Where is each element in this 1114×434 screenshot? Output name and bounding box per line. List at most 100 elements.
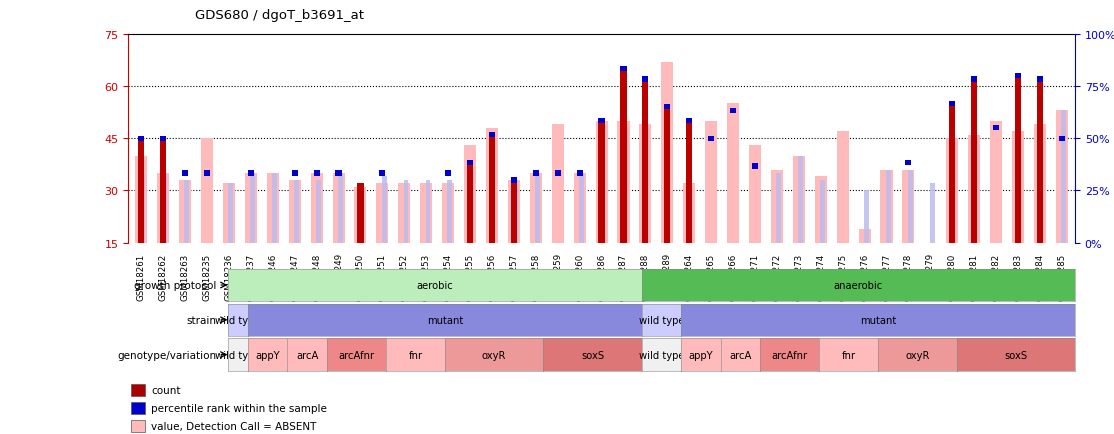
Bar bbox=[749, 146, 761, 243]
Bar bbox=[902, 170, 915, 243]
Bar bbox=[620, 67, 626, 72]
Bar bbox=[752, 164, 758, 169]
Bar bbox=[446, 171, 451, 176]
Bar bbox=[332, 174, 344, 243]
Bar bbox=[908, 170, 912, 243]
Text: wild type: wild type bbox=[215, 315, 261, 325]
Bar bbox=[993, 126, 999, 131]
Bar bbox=[272, 174, 277, 243]
Text: mutant: mutant bbox=[427, 315, 463, 325]
Bar bbox=[338, 174, 343, 243]
Bar bbox=[131, 384, 145, 396]
Bar bbox=[182, 171, 188, 176]
Bar bbox=[382, 177, 387, 243]
Bar bbox=[880, 170, 892, 243]
Bar bbox=[598, 119, 605, 124]
Bar bbox=[596, 122, 607, 243]
Text: arcAfnr: arcAfnr bbox=[772, 350, 808, 360]
Bar bbox=[598, 122, 605, 243]
Text: wild type: wild type bbox=[638, 315, 684, 325]
Text: wild type: wild type bbox=[215, 350, 261, 360]
Bar bbox=[709, 136, 714, 141]
Text: genotype/variation: genotype/variation bbox=[117, 350, 216, 360]
Bar bbox=[771, 170, 783, 243]
Bar bbox=[292, 171, 297, 176]
Bar bbox=[555, 171, 560, 176]
Bar bbox=[489, 133, 495, 138]
Bar bbox=[643, 77, 648, 82]
Bar bbox=[511, 181, 517, 243]
Bar bbox=[864, 191, 869, 243]
Bar bbox=[971, 77, 977, 82]
Bar bbox=[204, 171, 211, 176]
Bar bbox=[859, 229, 871, 243]
Bar bbox=[798, 156, 803, 243]
Bar bbox=[467, 161, 473, 166]
Text: oxyR: oxyR bbox=[482, 350, 507, 360]
Bar bbox=[1056, 111, 1068, 243]
Bar bbox=[1034, 125, 1046, 243]
Text: fnr: fnr bbox=[409, 350, 422, 360]
Bar bbox=[486, 128, 498, 243]
Text: oxyR: oxyR bbox=[906, 350, 930, 360]
Bar bbox=[949, 104, 956, 243]
Bar bbox=[643, 80, 648, 243]
Bar bbox=[814, 177, 827, 243]
Bar bbox=[354, 187, 367, 243]
Bar bbox=[511, 178, 517, 183]
Bar bbox=[535, 174, 540, 243]
Text: appY: appY bbox=[255, 350, 280, 360]
Bar bbox=[467, 163, 473, 243]
Text: value, Detection Call = ABSENT: value, Detection Call = ABSENT bbox=[152, 421, 316, 431]
Bar bbox=[1015, 76, 1022, 243]
Bar bbox=[316, 181, 321, 243]
Bar bbox=[577, 171, 583, 176]
Bar bbox=[971, 80, 977, 243]
Bar bbox=[160, 136, 166, 141]
Text: strain: strain bbox=[186, 315, 216, 325]
Bar bbox=[313, 171, 320, 176]
Bar bbox=[664, 108, 671, 243]
Bar bbox=[251, 174, 255, 243]
Bar bbox=[727, 104, 739, 243]
Bar bbox=[508, 181, 520, 243]
Bar bbox=[930, 184, 935, 243]
Bar bbox=[776, 174, 781, 243]
Bar bbox=[949, 102, 956, 107]
Bar bbox=[617, 122, 629, 243]
Bar bbox=[465, 146, 476, 243]
Bar bbox=[1037, 77, 1043, 82]
Bar bbox=[335, 171, 342, 176]
Text: wild type: wild type bbox=[638, 350, 684, 360]
Bar bbox=[442, 184, 455, 243]
Text: arcA: arcA bbox=[729, 350, 752, 360]
Text: percentile rank within the sample: percentile rank within the sample bbox=[152, 403, 328, 413]
Bar bbox=[138, 136, 145, 141]
Bar bbox=[1062, 111, 1066, 243]
Text: mutant: mutant bbox=[860, 315, 897, 325]
Bar bbox=[377, 184, 389, 243]
Bar bbox=[730, 108, 736, 114]
Text: soxS: soxS bbox=[582, 350, 604, 360]
Bar bbox=[131, 402, 145, 414]
Text: fnr: fnr bbox=[841, 350, 856, 360]
Bar bbox=[968, 135, 980, 243]
Bar bbox=[399, 184, 410, 243]
Bar bbox=[705, 122, 717, 243]
Bar bbox=[579, 174, 584, 243]
Bar bbox=[157, 174, 169, 243]
Bar bbox=[201, 139, 213, 243]
Bar bbox=[683, 184, 695, 243]
Bar bbox=[1058, 136, 1065, 141]
Bar bbox=[837, 132, 849, 243]
Bar bbox=[245, 174, 257, 243]
Bar bbox=[489, 135, 495, 243]
Bar bbox=[448, 181, 452, 243]
Text: count: count bbox=[152, 385, 180, 395]
Bar bbox=[793, 156, 804, 243]
Bar bbox=[358, 184, 363, 243]
Bar bbox=[135, 156, 147, 243]
Bar bbox=[420, 184, 432, 243]
Bar bbox=[906, 161, 911, 166]
Bar bbox=[1012, 132, 1024, 243]
